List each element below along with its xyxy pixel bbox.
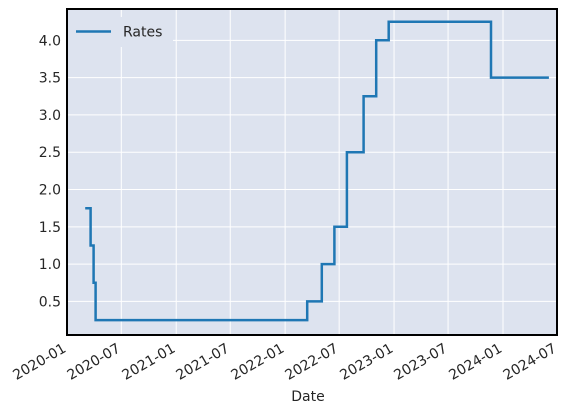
x-tick-label: 2020-07 [65,341,124,384]
y-tick-label: 1.5 [39,220,61,236]
y-tick-label: 3.0 [39,108,61,124]
x-tick-label: 2021-07 [174,341,233,384]
x-tick-label: 2022-01 [228,341,287,384]
y-axis-ticks: 0.5 1.0 1.5 2.0 2.5 3.0 3.5 4.0 [39,33,61,310]
x-tick-label: 2023-01 [337,341,396,384]
x-tick-label: 2020-01 [10,341,69,384]
y-tick-label: 3.5 [39,71,61,87]
x-tick-label: 2022-07 [282,341,341,384]
x-tick-label: 2024-07 [501,341,560,384]
x-tick-label: 2024-01 [446,341,505,384]
y-tick-label: 2.5 [39,145,61,161]
plot-frame [66,8,558,336]
x-axis-title: Date [291,389,324,405]
legend-label-rates: Rates [123,25,162,41]
legend: Rates [68,17,173,47]
x-tick-label: 2021-01 [120,341,179,384]
series-group [85,20,549,322]
y-tick-label: 2.0 [39,183,61,199]
y-tick-label: 4.0 [39,33,61,49]
y-tick-label: 1.0 [39,257,61,273]
plot-area [67,9,557,335]
series-line-rates [85,20,549,322]
y-tick-label: 0.5 [39,294,61,310]
x-axis-ticks: 2020-012020-072021-012021-072022-012022-… [10,341,559,384]
x-tick-label: 2023-07 [391,341,450,384]
